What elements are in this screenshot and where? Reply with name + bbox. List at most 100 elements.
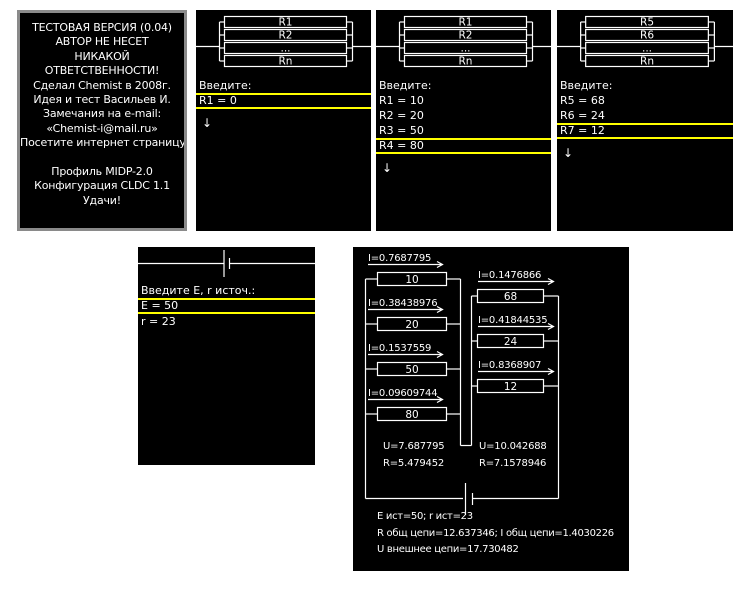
parallel-input-screen-3: R5 R6 ... Rn Введите: R5 = 68 R6 = 24 R7…: [557, 10, 733, 231]
resistor-value: 20: [405, 319, 418, 331]
current-arrow-icon: [368, 305, 444, 314]
summary-line-external-voltage: U внешнее цепи=17.730482: [377, 544, 519, 555]
resistor-box: [376, 271, 448, 287]
resistor-box: [585, 28, 709, 42]
resistor-box: [376, 406, 448, 422]
resistor-box: [476, 378, 545, 394]
about-line: ОТВЕТСТВЕННОСТИ!: [44, 64, 160, 78]
resistor-value: 50: [405, 364, 418, 376]
current-arrow-icon: [368, 395, 444, 404]
resistance-input-field[interactable]: R4 = 80: [376, 138, 551, 154]
resistor-box: [585, 54, 709, 68]
resistor-value: 12: [504, 381, 517, 393]
resistor-value: 80: [405, 409, 418, 421]
resistor-box: [403, 28, 528, 42]
resistor-label: R6: [640, 30, 654, 42]
resistor-label: ...: [280, 43, 290, 55]
input-prompt: Введите E, r источ.:: [141, 284, 256, 297]
current-label: I=0.41844535: [478, 315, 547, 326]
resistor-box: [585, 41, 709, 55]
group-voltage: U=10.042688: [479, 441, 547, 452]
parallel-input-screen-2: R1 R2 ... Rn Введите: R1 = 10 R2 = 20 R3…: [376, 10, 551, 231]
resistor-box: [585, 15, 709, 29]
battery-diagram: [138, 250, 315, 277]
about-line: «Chemist-i@mail.ru»: [46, 121, 158, 135]
current-arrow-icon: [368, 260, 444, 269]
resistor-box: [403, 15, 528, 29]
about-line: Конфигурация CLDC 1.1: [34, 179, 170, 193]
current-arrow-icon: [368, 350, 444, 359]
about-line: ТЕСТОВАЯ ВЕРСИЯ (0.04): [32, 21, 172, 34]
resistor-label: R1: [279, 17, 293, 29]
about-line: Удачи!: [83, 193, 121, 207]
circuit-result-diagram: I=0.7687795 I=0.38438976 I=0.1537559 I=0…: [364, 253, 560, 515]
resistor-label: R2: [279, 30, 293, 42]
current-label: I=0.38438976: [368, 298, 437, 309]
down-arrow-icon: ↓: [382, 161, 393, 175]
resistor-box: [223, 54, 348, 68]
parallel-resistors-diagram: R1 R2 ... Rn: [196, 15, 371, 68]
about-line: Профиль MIDP-2.0: [51, 165, 153, 179]
input-prompt: Введите:: [199, 79, 252, 92]
current-label: I=0.1476866: [478, 270, 541, 281]
summary-line-source: E ист=50; r ист=23: [377, 511, 473, 522]
current-arrow-icon: [478, 367, 555, 376]
resistor-box: [223, 28, 348, 42]
resistor-box: [403, 41, 528, 55]
parallel-resistors-diagram: R1 R2 ... Rn: [376, 15, 551, 68]
current-label: I=0.09609744: [368, 388, 437, 399]
resistor-box: [223, 15, 348, 29]
resistor-label: R2: [459, 30, 473, 42]
resistor-box: [376, 361, 448, 377]
summary-line-totals: R общ цепи=12.637346; I общ цепи=1.40302…: [377, 527, 614, 539]
about-line: АВТОР НЕ НЕСЕТ: [55, 35, 149, 49]
resistor-box: [476, 333, 545, 349]
resistor-box: [403, 54, 528, 68]
result-summary: E ист=50; r ист=23 R общ цепи=12.637346;…: [377, 509, 614, 559]
spacer: [20, 13, 184, 21]
current-arrow-icon: [478, 322, 555, 331]
result-screen: I=0.7687795 I=0.38438976 I=0.1537559 I=0…: [353, 247, 629, 571]
down-arrow-icon: ↓: [202, 116, 213, 130]
input-prompt: Введите:: [560, 79, 613, 92]
about-line: НИКАКОЙ: [74, 49, 130, 63]
emf-input-field[interactable]: E = 50: [138, 298, 315, 314]
entered-value: R3 = 50: [379, 124, 424, 137]
resistor-value: 24: [504, 336, 518, 348]
about-line: Замечания на e-mail:: [43, 107, 161, 121]
resistor-value: 68: [504, 291, 517, 303]
about-line: Посетите интернет страницу: [20, 136, 186, 150]
about-line: Идея и тест Васильев И.: [33, 93, 171, 107]
current-label: I=0.1537559: [368, 343, 431, 354]
resistor-label: ...: [460, 43, 470, 55]
resistor-label: Rn: [279, 56, 293, 68]
input-prompt: Введите:: [379, 79, 432, 92]
current-arrow-icon: [478, 277, 555, 286]
about-screen: ТЕСТОВАЯ ВЕРСИЯ (0.04) АВТОР НЕ НЕСЕТ НИ…: [17, 10, 187, 231]
resistor-box: [376, 316, 448, 332]
entered-value: R6 = 24: [560, 109, 605, 122]
resistor-box: [476, 288, 545, 304]
resistor-value: 10: [405, 274, 418, 286]
current-label: I=0.8368907: [478, 360, 541, 371]
group-voltage: U=7.687795: [383, 441, 444, 452]
resistance-input-field[interactable]: R1 = 0: [196, 93, 371, 109]
resistor-label: R1: [459, 17, 473, 29]
down-arrow-icon: ↓: [563, 146, 574, 160]
parallel-input-screen-1: R1 R2 ... Rn Введите: R1 = 0 ↓: [196, 10, 371, 231]
current-label: I=0.7687795: [368, 253, 431, 264]
resistor-label: Rn: [640, 56, 654, 68]
resistor-label: ...: [642, 43, 652, 55]
group-resistance: R=7.1578946: [479, 458, 546, 469]
entered-value: R2 = 20: [379, 109, 424, 122]
entered-value: r = 23: [141, 315, 176, 328]
parallel-resistors-diagram: R5 R6 ... Rn: [557, 15, 733, 68]
source-input-screen: Введите E, r источ.: E = 50 r = 23: [138, 247, 315, 465]
resistor-label: R5: [640, 17, 654, 29]
entered-value: R1 = 10: [379, 94, 424, 107]
entered-value: R5 = 68: [560, 94, 605, 107]
group-resistance: R=5.479452: [383, 458, 444, 469]
resistance-input-field[interactable]: R7 = 12: [557, 123, 733, 139]
resistor-box: [223, 41, 348, 55]
